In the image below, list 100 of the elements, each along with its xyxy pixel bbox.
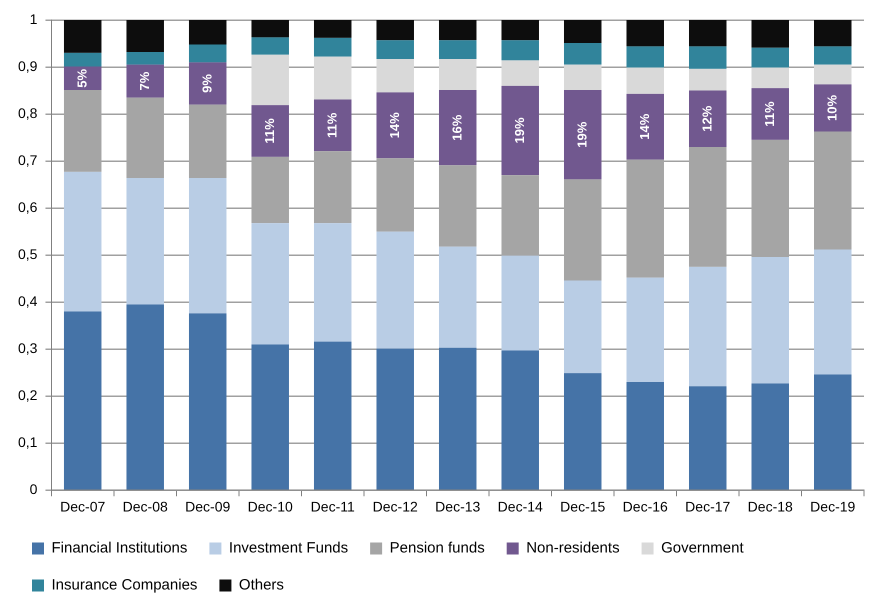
bar: [814, 249, 852, 375]
bar: [64, 312, 102, 490]
data-label: 12%: [699, 105, 714, 132]
bar: [376, 92, 414, 158]
bar: [251, 37, 289, 55]
bar: [501, 86, 539, 176]
bar: [688, 90, 726, 147]
bar: [626, 382, 664, 490]
bar: [751, 20, 789, 48]
bar: [688, 386, 726, 490]
legend-label: Insurance Companies: [52, 576, 198, 594]
bar: [751, 88, 789, 140]
y-tick-label: 0,4: [18, 292, 38, 309]
bar: [814, 374, 852, 490]
bar: [751, 383, 789, 490]
bar: [564, 90, 602, 180]
bar: [64, 172, 102, 312]
data-label: 9%: [199, 74, 214, 93]
bar: [688, 266, 726, 386]
x-tick-label: Dec-15: [560, 498, 606, 514]
bar: [251, 105, 289, 157]
bar: [751, 48, 789, 68]
bar: [688, 68, 726, 91]
bar: [314, 223, 352, 342]
bar: [126, 52, 164, 65]
x-tick-label: Dec-12: [372, 498, 418, 514]
bar: [188, 313, 226, 490]
bar: [814, 84, 852, 132]
bar: [188, 62, 226, 105]
x-tick-label: Dec-13: [435, 498, 481, 514]
bar: [314, 38, 352, 57]
bar: [314, 99, 352, 152]
bar: [688, 20, 726, 46]
bar: [688, 46, 726, 69]
bar: [626, 46, 664, 68]
bar: [501, 60, 539, 86]
bar: [314, 20, 352, 38]
y-tick-label: 0,7: [18, 152, 38, 168]
x-tick-label: Dec-17: [685, 498, 731, 514]
data-label: 11%: [324, 112, 340, 138]
bar: [438, 90, 476, 166]
bar: [376, 40, 414, 60]
y-tick-label: 0,1: [18, 434, 38, 450]
legend-label: Financial Institutions: [52, 540, 188, 557]
bar: [501, 256, 539, 351]
bar: [126, 178, 164, 304]
bar: [751, 67, 789, 88]
data-label: 19%: [574, 121, 590, 148]
x-tick-label: Dec-16: [622, 498, 668, 514]
bar: [626, 20, 664, 46]
legend-label: Pension funds: [390, 540, 485, 557]
data-label: 14%: [386, 112, 402, 138]
data-label: 10%: [824, 94, 840, 121]
x-tick-label: Dec-19: [810, 498, 856, 514]
data-label: 16%: [449, 114, 464, 141]
y-tick-label: 0,5: [18, 246, 38, 262]
data-label: 5%: [74, 68, 90, 88]
bar: [188, 178, 226, 314]
bar: [501, 40, 539, 60]
y-tick-label: 0,2: [18, 387, 38, 404]
y-tick-label: 0,3: [18, 340, 38, 356]
data-label: 11%: [262, 118, 277, 144]
bar: [626, 94, 664, 160]
bar: [814, 64, 852, 84]
bar: [126, 20, 164, 52]
bar: [251, 223, 289, 344]
x-tick-label: Dec-10: [248, 498, 293, 514]
data-label: 19%: [512, 117, 527, 144]
bar: [376, 348, 414, 490]
bar: [64, 52, 102, 67]
bar: [751, 256, 789, 384]
data-label: 14%: [636, 113, 652, 140]
bar: [501, 20, 539, 40]
legend-label: Non-residents: [526, 540, 620, 557]
bar: [501, 350, 539, 490]
bar: [438, 40, 476, 60]
data-label: 11%: [762, 100, 777, 127]
bar: [251, 344, 289, 490]
bar: [564, 373, 602, 490]
bar: [126, 304, 164, 490]
y-tick-label: 0: [30, 481, 38, 498]
bar: [188, 20, 226, 44]
x-tick-label: Dec-14: [498, 498, 544, 514]
bar: [438, 348, 476, 490]
bar: [438, 246, 476, 348]
bar: [64, 20, 102, 53]
bar: [564, 64, 602, 90]
bar: [188, 44, 226, 62]
bar: [376, 20, 414, 40]
bar: [814, 46, 852, 65]
bar: [251, 20, 289, 38]
bar: [314, 56, 352, 100]
x-tick-label: Dec-08: [122, 498, 168, 514]
bar: [376, 232, 414, 349]
legend-label: Government: [661, 540, 744, 557]
bar: [564, 20, 602, 44]
bar: [564, 43, 602, 65]
bar: [814, 20, 852, 46]
bar: [376, 59, 414, 92]
x-tick-label: Dec-18: [748, 498, 794, 514]
